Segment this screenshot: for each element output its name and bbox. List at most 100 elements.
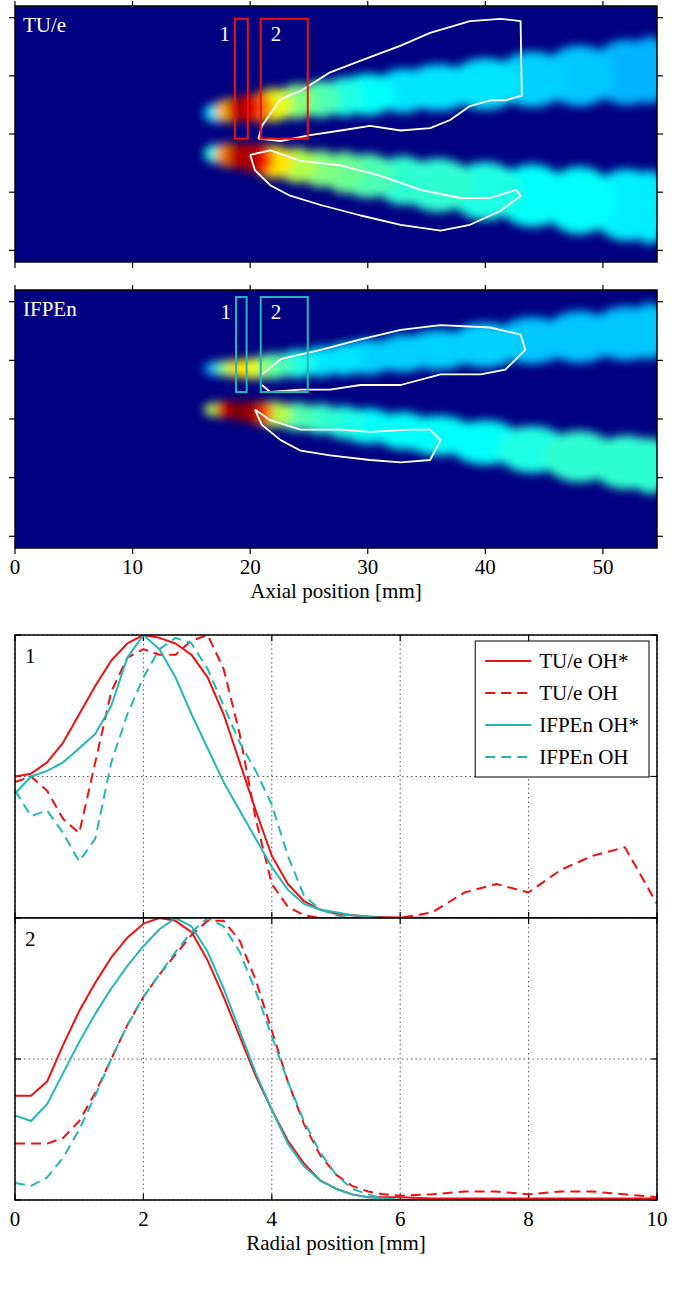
heat-sample (630, 36, 657, 103)
y-tick (657, 301, 663, 302)
x-tick (367, 262, 368, 268)
x-tick (143, 912, 144, 918)
x-tick (14, 548, 15, 554)
box-label: 1 (221, 300, 232, 324)
x-tick-label: 4 (267, 1207, 278, 1231)
legend-swatch (485, 692, 531, 694)
y-tick (657, 477, 663, 478)
box-label: 1 (219, 22, 230, 46)
x-tick (132, 1, 133, 6)
x-tick (14, 285, 15, 290)
region-box (235, 19, 248, 139)
x-tick-label: 40 (475, 555, 496, 579)
series-line (15, 918, 657, 1199)
y-tick (657, 133, 663, 134)
y-tick (657, 418, 663, 419)
plot-background (15, 918, 657, 1200)
series-line (15, 918, 657, 1200)
heat-sample (449, 323, 521, 368)
panel-title: IFPEn (23, 297, 77, 321)
contour (262, 325, 525, 392)
y-tick (657, 536, 663, 537)
panel-title: TU/e (23, 13, 66, 37)
x-tick-label: 30 (357, 555, 378, 579)
x-tick (602, 262, 603, 268)
x-tick-label: 8 (523, 1207, 534, 1231)
heat-sample (227, 401, 249, 420)
y-tick (9, 477, 15, 478)
x-tick (485, 1, 486, 6)
region-box (236, 297, 247, 392)
x-tick (14, 262, 15, 268)
x-tick-label: 50 (592, 555, 613, 579)
x-tick (250, 1, 251, 6)
x-tick (367, 1, 368, 6)
heat-sample (402, 158, 474, 212)
y-tick (657, 360, 663, 361)
x-tick (485, 262, 486, 268)
y-tick (657, 17, 663, 18)
legend-label: IFPEn OH (539, 745, 628, 769)
x-tick-label: 0 (10, 1207, 21, 1231)
legend-label: IFPEn OH* (539, 713, 639, 737)
x-tick (250, 548, 251, 554)
x-tick-label: 6 (395, 1207, 406, 1231)
x-tick (367, 548, 368, 554)
y-tick (657, 75, 663, 76)
legend-box (475, 641, 649, 777)
legend-label: TU/e OH* (539, 649, 628, 673)
series-line (15, 918, 657, 1200)
legend-swatch (485, 756, 531, 758)
series-group (15, 635, 657, 918)
y-tick (657, 192, 663, 193)
y-tick (651, 776, 657, 777)
figure: TU/e12IFPEn1201020304050Axial position [… (0, 0, 692, 1292)
x-tick (271, 912, 272, 918)
x-tick (143, 1194, 144, 1200)
frame (15, 918, 657, 1200)
x-tick (528, 635, 529, 641)
x-tick-label: 0 (10, 555, 21, 579)
heatmap-plot (15, 290, 657, 548)
heat-sample (543, 167, 615, 234)
y-tick (657, 250, 663, 251)
series-group (15, 918, 657, 1200)
legend-label: TU/e OH (539, 681, 618, 705)
x-tick (132, 285, 133, 290)
x-tick (271, 1194, 272, 1200)
region-box (261, 297, 308, 392)
x-axis-title: Radial position [mm] (246, 1231, 426, 1255)
x-axis-title: Axial position [mm] (250, 579, 422, 603)
y-tick (9, 192, 15, 193)
x-tick (602, 1, 603, 6)
contour (250, 150, 520, 230)
x-tick (14, 1, 15, 6)
heat-sample (630, 303, 657, 359)
frame (15, 635, 657, 918)
x-grid (143, 918, 144, 1200)
y-tick (9, 536, 15, 537)
panel-title: 2 (25, 927, 36, 951)
heatmap-lobes (204, 303, 657, 494)
y-tick (651, 1058, 657, 1059)
legend: TU/e OH* TU/e OH IFPEn OH* IFPEn OH (475, 641, 649, 777)
x-tick (132, 548, 133, 554)
x-tick (400, 635, 401, 641)
x-tick-label: 10 (647, 1207, 668, 1231)
region-box (261, 19, 308, 139)
heatmap-background (15, 6, 657, 262)
series-line (15, 635, 657, 918)
x-tick-label: 10 (122, 555, 143, 579)
y-tick (9, 418, 15, 419)
contour (258, 19, 521, 141)
y-tick (9, 17, 15, 18)
heatmap-plot (15, 6, 657, 262)
x-tick (602, 285, 603, 290)
contour (255, 410, 441, 463)
panel-title: 1 (25, 644, 36, 668)
heat-sample (227, 97, 249, 123)
heatmap-background (15, 290, 657, 548)
y-tick (9, 75, 15, 76)
frame (15, 290, 657, 548)
x-tick (528, 918, 529, 924)
